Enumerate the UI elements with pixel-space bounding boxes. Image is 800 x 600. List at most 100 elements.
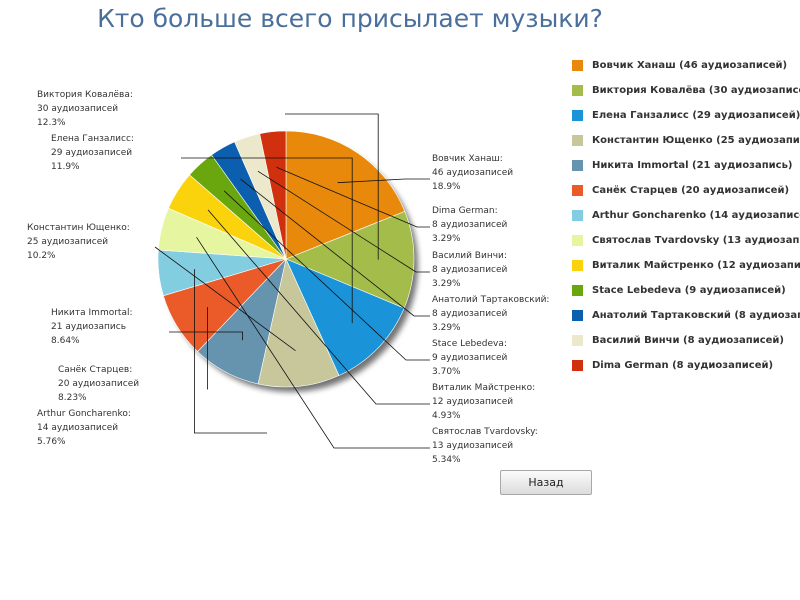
legend-swatch	[572, 85, 583, 96]
legend-label: Dima German (8 аудиозаписей)	[592, 360, 774, 371]
leader-line	[285, 113, 379, 260]
slice-label: 21 аудиозапись	[51, 322, 126, 332]
legend-swatch	[572, 60, 583, 71]
leader-line	[206, 307, 208, 390]
legend-swatch	[572, 310, 583, 321]
slice-label: 5.76%	[37, 437, 66, 447]
leader-line	[207, 209, 430, 405]
slice-label: Dima German:	[432, 206, 498, 216]
slice-label: 11.9%	[51, 162, 80, 172]
legend-item: Василий Винчи (8 аудиозаписей)	[572, 328, 800, 353]
legend-swatch	[572, 135, 583, 146]
legend-item: Вовчик Ханаш (46 аудиозаписей)	[572, 53, 800, 78]
slice-label: Василий Винчи:	[432, 251, 507, 261]
legend-swatch	[572, 110, 583, 121]
slice-label: Святослав Tvardovsky:	[432, 427, 538, 437]
slice-label: 20 аудиозаписей	[58, 379, 139, 389]
legend-item: Святослав Tvardovsky (13 аудиозапис	[572, 228, 800, 253]
legend-swatch	[572, 235, 583, 246]
slice-label: 4.93%	[432, 411, 461, 421]
legend-item: Stace Lebedeva (9 аудиозаписей)	[572, 278, 800, 303]
legend-swatch	[572, 335, 583, 346]
pie-slice	[285, 130, 406, 260]
legend-item: Санёк Старцев (20 аудиозаписей)	[572, 178, 800, 203]
slice-label: Константин Ющенко:	[27, 223, 130, 233]
slice-label: 25 аудиозаписей	[27, 237, 108, 247]
slice-label: Вовчик Ханаш:	[432, 154, 503, 164]
legend: Вовчик Ханаш (46 аудиозаписей) Виктория К…	[572, 53, 800, 378]
slice-label: 3.29%	[432, 234, 461, 244]
slice-label: 14 аудиозаписей	[37, 423, 118, 433]
slice-label: 8.64%	[51, 336, 80, 346]
legend-label: Виктория Ковалёва (30 аудиозаписей	[592, 85, 800, 96]
slice-label: 12 аудиозаписей	[432, 397, 513, 407]
slice-label: 18.9%	[432, 182, 461, 192]
slice-label: Елена Ганзалисс:	[51, 134, 134, 144]
slice-label: Никита Immortal:	[51, 308, 133, 318]
legend-label: Stace Lebedeva (9 аудиозаписей)	[592, 285, 786, 296]
slice-label: Виталик Майстренко:	[432, 383, 535, 393]
legend-label: Санёк Старцев (20 аудиозаписей)	[592, 185, 790, 196]
pie-slice	[259, 130, 287, 260]
legend-swatch	[572, 210, 583, 221]
slice-label: Санёк Старцев:	[58, 365, 132, 375]
slice-label: 8.23%	[58, 393, 87, 403]
slice-label: 8 аудиозаписей	[432, 265, 508, 275]
legend-label: Виталик Майстренко (12 аудиозаписе	[592, 260, 800, 271]
legend-item: Анатолий Тартаковский (8 аудиозапис	[572, 303, 800, 328]
slice-label: Stace Lebedeva:	[432, 339, 507, 349]
slice-label: 10.2%	[27, 251, 56, 261]
pie-slice	[257, 258, 340, 388]
slice-label: Arthur Goncharenko:	[37, 409, 131, 419]
leader-line	[276, 166, 430, 228]
leader-line	[240, 178, 430, 317]
legend-label: Arthur Goncharenko (14 аудиозаписей	[592, 210, 800, 221]
slice-label: 29 аудиозаписей	[51, 148, 132, 158]
leader-lines	[154, 113, 430, 449]
slice-label: 3.29%	[432, 323, 461, 333]
leader-line	[169, 331, 243, 341]
back-button[interactable]: Назад	[500, 470, 592, 495]
slice-label: 13 аудиозаписей	[432, 441, 513, 451]
page-title: Кто больше всего присылает музыки?	[97, 4, 603, 33]
slice-label: 3.29%	[432, 279, 461, 289]
legend-item: Никита Immortal (21 аудиозапись)	[572, 153, 800, 178]
legend-label: Елена Ганзалисс (29 аудиозаписей)	[592, 110, 800, 121]
legend-swatch	[572, 260, 583, 271]
pie-slice	[285, 210, 415, 309]
legend-item: Константин Ющенко (25 аудиозаписе	[572, 128, 800, 153]
leader-line	[193, 269, 267, 434]
legend-swatch	[572, 160, 583, 171]
slice-label: 5.34%	[432, 455, 461, 465]
slice-label: 12.3%	[37, 118, 66, 128]
leader-line	[223, 190, 430, 361]
pie-slices	[157, 130, 415, 388]
legend-item: Елена Ганзалисс (29 аудиозаписей)	[572, 103, 800, 128]
leader-line	[196, 236, 430, 449]
legend-swatch	[572, 285, 583, 296]
leader-line	[337, 178, 430, 184]
slice-label: 8 аудиозаписей	[432, 309, 508, 319]
slice-label: 8 аудиозаписей	[432, 220, 508, 230]
slice-label: Виктория Ковалёва:	[37, 90, 133, 100]
legend-swatch	[572, 360, 583, 371]
slice-label: Анатолий Тартаковский:	[432, 295, 549, 305]
legend-item: Arthur Goncharenko (14 аудиозаписей	[572, 203, 800, 228]
legend-label: Никита Immortal (21 аудиозапись)	[592, 160, 793, 171]
legend-item: Dima German (8 аудиозаписей)	[572, 353, 800, 378]
leader-line	[154, 246, 296, 352]
legend-swatch	[572, 185, 583, 196]
legend-label: Святослав Tvardovsky (13 аудиозапис	[592, 235, 800, 246]
slice-label: 9 аудиозаписей	[432, 353, 508, 363]
leader-line	[257, 170, 430, 273]
legend-label: Константин Ющенко (25 аудиозаписе	[592, 135, 800, 146]
pie-slice	[285, 258, 405, 376]
slice-label: 46 аудиозаписей	[432, 168, 513, 178]
slice-label: 3.70%	[432, 367, 461, 377]
slice-labels: Вовчик Ханаш: 46 аудиозаписей 18.9% Виктори…	[27, 90, 549, 465]
legend-label: Вовчик Ханаш (46 аудиозаписей)	[592, 60, 788, 71]
legend-item: Виталик Майстренко (12 аудиозаписе	[572, 253, 800, 278]
legend-label: Анатолий Тартаковский (8 аудиозапис	[592, 310, 800, 321]
slice-label: 30 аудиозаписей	[37, 104, 118, 114]
